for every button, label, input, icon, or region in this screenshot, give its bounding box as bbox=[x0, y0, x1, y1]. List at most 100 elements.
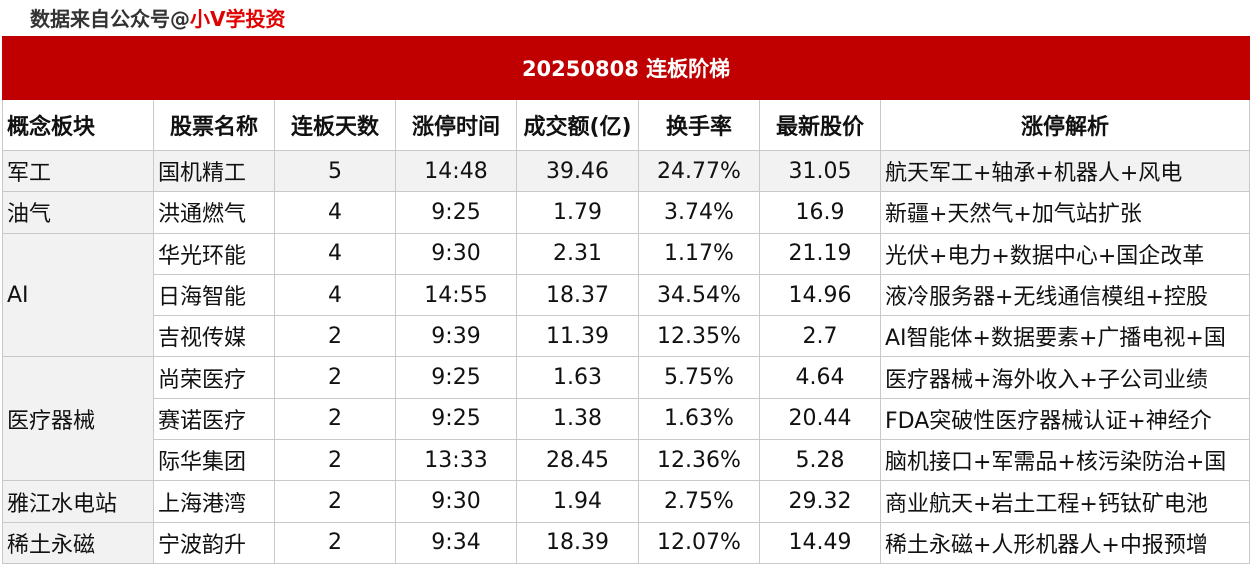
col-header-limit-time: 涨停时间 bbox=[395, 99, 517, 151]
amount-cell: 18.39 bbox=[516, 521, 639, 564]
watermark-account-name: 小V学投资 bbox=[190, 7, 286, 31]
amount-cell: 11.39 bbox=[516, 315, 639, 358]
sector-cell: 军工 bbox=[2, 149, 154, 193]
board-days-cell: 2 bbox=[274, 315, 396, 358]
watermark: 数据来自公众号@小V学投资 bbox=[30, 6, 285, 32]
table-row: 稀土永磁 宁波韵升 2 9:34 18.39 12.07% 14.49 稀土永磁… bbox=[2, 521, 1251, 564]
board-days-cell: 2 bbox=[274, 356, 396, 399]
analysis-cell: AI智能体+数据要素+广播电视+国 bbox=[879, 315, 1251, 358]
price-cell: 14.96 bbox=[759, 273, 881, 317]
col-header-sector: 概念板块 bbox=[2, 99, 154, 151]
amount-cell: 28.45 bbox=[516, 439, 639, 482]
turnover-cell: 12.35% bbox=[638, 315, 760, 358]
analysis-cell: 医疗器械+海外收入+子公司业绩 bbox=[879, 356, 1251, 399]
stock-name-cell: 宁波韵升 bbox=[153, 521, 275, 564]
amount-cell: 2.31 bbox=[516, 232, 639, 275]
amount-cell: 39.46 bbox=[516, 149, 639, 193]
table-row: 医疗器械 尚荣医疗 2 9:25 1.63 5.75% 4.64 医疗器械+海外… bbox=[2, 356, 1251, 482]
turnover-cell: 1.17% bbox=[638, 232, 760, 275]
table-row: 军工 国机精工 5 14:48 39.46 24.77% 31.05 航天军工+… bbox=[2, 149, 1251, 193]
limit-time-cell: 9:25 bbox=[395, 397, 517, 441]
table-title: 20250808 连板阶梯 bbox=[1, 36, 1251, 100]
stock-name-cell: 国机精工 bbox=[153, 149, 275, 193]
analysis-cell: 商业航天+岩土工程+钙钛矿电池 bbox=[879, 480, 1251, 523]
stock-name-cell: 赛诺医疗 bbox=[153, 397, 275, 441]
board-days-cell: 2 bbox=[274, 439, 396, 482]
board-days-cell: 4 bbox=[274, 232, 396, 275]
sector-cell: 油气 bbox=[2, 191, 154, 234]
amount-cell: 1.94 bbox=[516, 480, 639, 523]
stock-name-cell: 吉视传媒 bbox=[153, 315, 275, 358]
turnover-cell: 2.75% bbox=[638, 480, 760, 523]
stock-name-cell: 洪通燃气 bbox=[153, 191, 275, 234]
analysis-cell: FDA突破性医疗器械认证+神经介 bbox=[879, 397, 1251, 441]
analysis-cell: 光伏+电力+数据中心+国企改革 bbox=[879, 232, 1251, 275]
price-cell: 4.64 bbox=[759, 356, 881, 399]
turnover-cell: 24.77% bbox=[638, 149, 760, 193]
turnover-cell: 3.74% bbox=[638, 191, 760, 234]
stock-name-cell: 华光环能 bbox=[153, 232, 275, 275]
analysis-cell: 液冷服务器+无线通信模组+控股 bbox=[879, 273, 1251, 317]
table-row: 赛诺医疗 2 9:25 1.38 1.63% 20.44 FDA突破性医疗器械认… bbox=[3, 397, 1251, 441]
amount-cell: 1.38 bbox=[516, 397, 639, 441]
table-row: 日海智能 4 14:55 18.37 34.54% 14.96 液冷服务器+无线… bbox=[3, 273, 1251, 317]
amount-cell: 1.63 bbox=[516, 356, 639, 399]
price-cell: 21.19 bbox=[759, 232, 881, 275]
turnover-cell: 5.75% bbox=[638, 356, 760, 399]
price-cell: 20.44 bbox=[759, 397, 881, 441]
sector-cell: 稀土永磁 bbox=[2, 521, 154, 564]
table-row: 雅江水电站 上海港湾 2 9:30 1.94 2.75% 29.32 商业航天+… bbox=[2, 480, 1251, 523]
analysis-cell: 新疆+天然气+加气站扩张 bbox=[879, 191, 1251, 234]
stock-name-cell: 上海港湾 bbox=[153, 480, 275, 523]
limit-time-cell: 9:25 bbox=[395, 191, 517, 234]
limit-time-cell: 9:39 bbox=[395, 315, 517, 358]
col-header-amount: 成交额(亿) bbox=[516, 99, 639, 151]
turnover-cell: 12.07% bbox=[638, 521, 760, 564]
limit-time-cell: 9:30 bbox=[395, 480, 517, 523]
amount-cell: 18.37 bbox=[516, 273, 639, 317]
analysis-cell: 稀土永磁+人形机器人+中报预增 bbox=[879, 521, 1251, 564]
table-row: 吉视传媒 2 9:39 11.39 12.35% 2.7 AI智能体+数据要素+… bbox=[3, 315, 1251, 358]
sector-cell: 雅江水电站 bbox=[2, 480, 154, 523]
limit-time-cell: 9:30 bbox=[395, 232, 517, 275]
analysis-cell: 航天军工+轴承+机器人+风电 bbox=[879, 149, 1251, 193]
turnover-cell: 34.54% bbox=[638, 273, 760, 317]
col-header-analysis: 涨停解析 bbox=[879, 99, 1251, 151]
amount-cell: 1.79 bbox=[516, 191, 639, 234]
limit-time-cell: 9:34 bbox=[395, 521, 517, 564]
header-row: 概念板块 股票名称 连板天数 涨停时间 成交额(亿) 换手率 最新股价 涨停解析 bbox=[2, 99, 1251, 151]
price-cell: 29.32 bbox=[759, 480, 881, 523]
sector-cell: 医疗器械 bbox=[2, 356, 154, 482]
watermark-prefix: 数据来自公众号@ bbox=[30, 7, 190, 31]
turnover-cell: 1.63% bbox=[638, 397, 760, 441]
board-days-cell: 4 bbox=[274, 273, 396, 317]
col-header-stock-name: 股票名称 bbox=[153, 99, 275, 151]
analysis-cell: 脑机接口+军需品+核污染防治+国 bbox=[879, 439, 1251, 482]
price-cell: 14.49 bbox=[759, 521, 881, 564]
board-days-cell: 2 bbox=[274, 521, 396, 564]
price-cell: 31.05 bbox=[759, 149, 881, 193]
price-cell: 16.9 bbox=[759, 191, 881, 234]
table-row: 际华集团 2 13:33 28.45 12.36% 5.28 脑机接口+军需品+… bbox=[3, 439, 1251, 482]
limit-time-cell: 14:55 bbox=[395, 273, 517, 317]
price-cell: 2.7 bbox=[759, 315, 881, 358]
board-days-cell: 2 bbox=[274, 397, 396, 441]
board-days-cell: 5 bbox=[274, 149, 396, 193]
price-cell: 5.28 bbox=[759, 439, 881, 482]
turnover-cell: 12.36% bbox=[638, 439, 760, 482]
board-days-cell: 2 bbox=[274, 480, 396, 523]
table-row: 油气 洪通燃气 4 9:25 1.79 3.74% 16.9 新疆+天然气+加气… bbox=[2, 191, 1251, 234]
col-header-turnover: 换手率 bbox=[638, 99, 760, 151]
stock-name-cell: 尚荣医疗 bbox=[153, 356, 275, 399]
stock-name-cell: 日海智能 bbox=[153, 273, 275, 317]
limit-time-cell: 14:48 bbox=[395, 149, 517, 193]
sector-cell: AI bbox=[2, 232, 154, 358]
board-days-cell: 4 bbox=[274, 191, 396, 234]
col-header-board-days: 连板天数 bbox=[274, 99, 396, 151]
table-row: AI 华光环能 4 9:30 2.31 1.17% 21.19 光伏+电力+数据… bbox=[2, 232, 1251, 358]
stock-name-cell: 际华集团 bbox=[153, 439, 275, 482]
limit-time-cell: 9:25 bbox=[395, 356, 517, 399]
limit-up-ladder-table: 20250808 连板阶梯 概念板块 股票名称 连板天数 涨停时间 成交额(亿)… bbox=[1, 36, 1251, 564]
limit-time-cell: 13:33 bbox=[395, 439, 517, 482]
col-header-price: 最新股价 bbox=[759, 99, 881, 151]
